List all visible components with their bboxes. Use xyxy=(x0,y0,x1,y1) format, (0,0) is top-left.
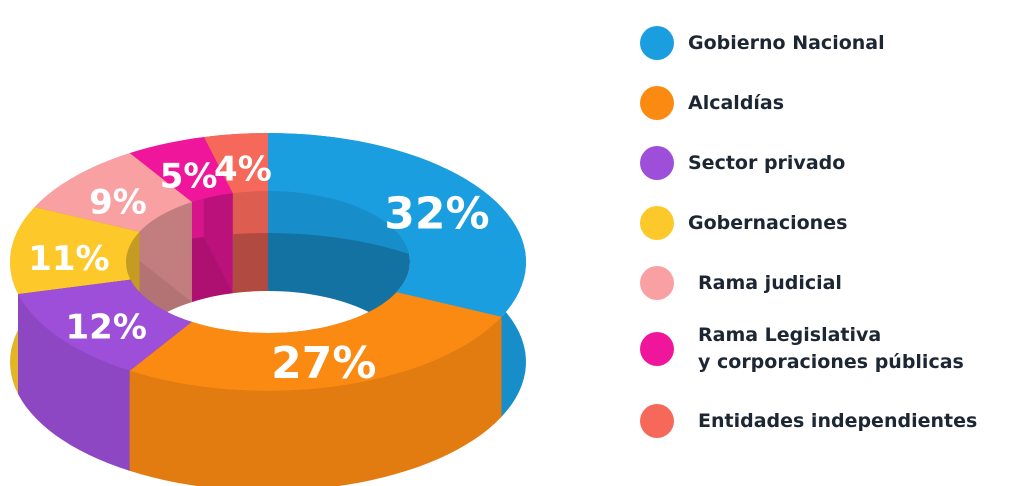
legend-swatch-alcaldias xyxy=(640,86,674,120)
value-label-gobernaciones: 11% xyxy=(28,239,109,279)
legend-item-gobernaciones: Gobernaciones xyxy=(640,206,847,240)
slice-top-entidades-independientes xyxy=(203,133,268,194)
slice-outer-wall-alcaldias xyxy=(129,316,502,486)
legend-item-rama-judicial: Rama judicial xyxy=(640,266,842,300)
legend-label-rama-legislativa: Rama Legislativa y corporaciones pública… xyxy=(698,322,964,376)
value-label-alcaldias: 27% xyxy=(271,338,376,389)
legend-swatch-gobierno-nacional xyxy=(640,26,674,60)
donut-chart: 32% 27% 12% 11% 9% 5%4% xyxy=(10,133,526,486)
legend-label-rama-legislativa-line2: y corporaciones públicas xyxy=(698,351,964,373)
legend-swatch-rama-judicial xyxy=(640,266,674,300)
legend-label-gobierno-nacional: Gobierno Nacional xyxy=(688,31,885,54)
legend-item-alcaldias: Alcaldías xyxy=(640,86,784,120)
legend-swatch-sector-privado xyxy=(640,146,674,180)
slice-top-rama-legislativa-y-corporaciones-publicas xyxy=(129,137,233,203)
legend-item-entidades-independientes: Entidades independientes xyxy=(640,404,977,438)
legend-swatch-rama-legislativa xyxy=(640,332,674,366)
slice-outer-wall-sector-privado xyxy=(18,294,130,471)
slice-top-alcaldias xyxy=(129,292,502,391)
value-label-rama-judicial: 9% xyxy=(89,182,147,222)
legend-swatch-entidades-independientes xyxy=(640,404,674,438)
value-label-rama-legislativa-y-corporaciones-publicas: 5% xyxy=(160,157,218,197)
slice-alcaldias xyxy=(129,292,502,486)
value-label-sector-privado: 12% xyxy=(66,307,147,347)
slice-top-sector-privado xyxy=(18,279,192,371)
legend-label-entidades-independientes: Entidades independientes xyxy=(698,409,978,432)
legend-label-alcaldias: Alcaldías xyxy=(688,91,785,114)
value-label-entidades-independientes: 4% xyxy=(214,149,272,189)
legend-swatch-gobernaciones xyxy=(640,206,674,240)
slice-top-gobernaciones xyxy=(10,207,140,295)
legend-item-rama-legislativa: Rama Legislativa y corporaciones pública… xyxy=(640,322,964,376)
legend-label-gobernaciones: Gobernaciones xyxy=(688,211,848,234)
legend-label-rama-judicial: Rama judicial xyxy=(698,271,842,294)
slice-top-rama-judicial xyxy=(34,153,192,232)
value-label-gobierno-nacional: 32% xyxy=(384,188,489,239)
legend-label-rama-legislativa-line1: Rama Legislativa xyxy=(698,324,882,346)
legend-label-sector-privado: Sector privado xyxy=(688,151,846,174)
legend-item-sector-privado: Sector privado xyxy=(640,146,845,180)
slice-top-gobierno-nacional xyxy=(268,133,526,317)
legend-item-gobierno-nacional: Gobierno Nacional xyxy=(640,26,885,60)
